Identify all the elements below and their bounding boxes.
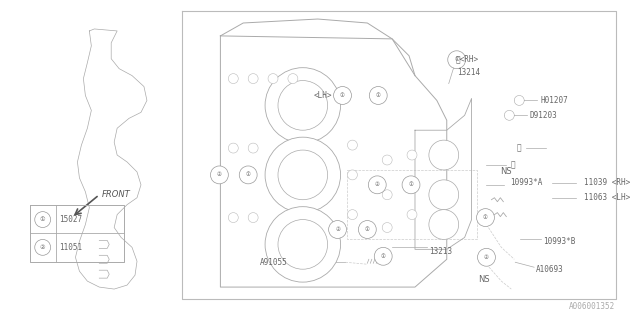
Text: ①: ①	[483, 215, 488, 220]
Text: A91055: A91055	[260, 258, 288, 267]
Circle shape	[407, 180, 417, 190]
Text: 11063 <LH>: 11063 <LH>	[584, 193, 630, 202]
Circle shape	[402, 176, 420, 194]
Circle shape	[333, 86, 351, 104]
Circle shape	[228, 212, 238, 222]
Circle shape	[348, 170, 357, 180]
Circle shape	[265, 137, 340, 212]
Circle shape	[382, 190, 392, 200]
Circle shape	[35, 212, 51, 228]
Text: ①: ①	[246, 172, 251, 177]
Circle shape	[382, 222, 392, 232]
Text: 13213: 13213	[429, 247, 452, 256]
Circle shape	[248, 212, 258, 222]
Text: 10993*B: 10993*B	[543, 237, 575, 246]
Circle shape	[429, 140, 459, 170]
Circle shape	[265, 68, 340, 143]
Text: ②: ②	[217, 172, 222, 177]
Text: ①: ①	[381, 254, 386, 259]
Circle shape	[35, 239, 51, 255]
Circle shape	[477, 248, 495, 266]
Circle shape	[328, 220, 346, 238]
Text: NS: NS	[479, 275, 490, 284]
Circle shape	[515, 95, 524, 105]
Circle shape	[248, 74, 258, 84]
Text: NS: NS	[500, 167, 512, 176]
Text: ②: ②	[516, 144, 521, 153]
Circle shape	[268, 74, 278, 84]
Text: 10993*A: 10993*A	[510, 178, 543, 187]
Circle shape	[382, 155, 392, 165]
Text: ①: ①	[510, 160, 515, 170]
Text: ②: ②	[335, 227, 340, 232]
Circle shape	[407, 150, 417, 160]
Circle shape	[265, 207, 340, 282]
Text: A006001352: A006001352	[570, 302, 616, 311]
Text: H01207: H01207	[540, 96, 568, 105]
Text: 11051: 11051	[60, 243, 83, 252]
Circle shape	[211, 166, 228, 184]
Text: ①<RH>: ①<RH>	[456, 54, 479, 63]
Circle shape	[477, 209, 495, 227]
Circle shape	[228, 143, 238, 153]
Circle shape	[429, 180, 459, 210]
Text: ②: ②	[484, 255, 489, 260]
Circle shape	[504, 110, 515, 120]
Circle shape	[278, 220, 328, 269]
Text: ①: ①	[408, 182, 413, 187]
Text: 15027: 15027	[60, 215, 83, 224]
Text: 11039 <RH>: 11039 <RH>	[584, 178, 630, 187]
Circle shape	[369, 86, 387, 104]
Text: ①: ①	[376, 93, 381, 98]
Text: ②: ②	[375, 182, 380, 187]
Circle shape	[348, 210, 357, 220]
Text: ②: ②	[40, 245, 45, 250]
Text: ①: ①	[454, 57, 459, 62]
Circle shape	[278, 81, 328, 130]
Text: FRONT: FRONT	[102, 190, 131, 199]
Circle shape	[448, 51, 466, 69]
Text: A10693: A10693	[536, 265, 564, 274]
Circle shape	[288, 74, 298, 84]
Circle shape	[358, 220, 376, 238]
Circle shape	[369, 176, 386, 194]
Text: ①: ①	[365, 227, 370, 232]
Text: 13214: 13214	[457, 68, 480, 77]
Text: <LH>: <LH>	[314, 91, 333, 100]
Text: D91203: D91203	[529, 111, 557, 120]
Circle shape	[228, 74, 238, 84]
Circle shape	[239, 166, 257, 184]
Circle shape	[407, 210, 417, 220]
Text: ①: ①	[340, 93, 345, 98]
Circle shape	[429, 210, 459, 239]
Text: ①: ①	[40, 217, 45, 222]
Circle shape	[348, 140, 357, 150]
Circle shape	[248, 143, 258, 153]
Circle shape	[374, 247, 392, 265]
Circle shape	[278, 150, 328, 200]
